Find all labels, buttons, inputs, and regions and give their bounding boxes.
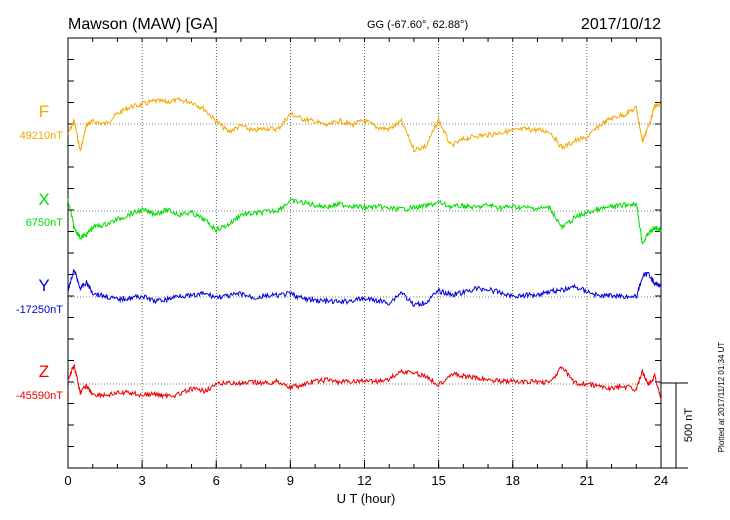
series-labels: F 49210nT X 6750nT Y -17250nT Z -45590nT <box>16 102 63 402</box>
plot-frame <box>67 37 662 469</box>
scale-bar <box>661 382 688 469</box>
x-tick-label: 15 <box>431 473 445 488</box>
series-baseline-x: 6750nT <box>26 217 64 229</box>
series-name-x: X <box>38 190 49 209</box>
series-name-y: Y <box>38 276 49 295</box>
series-line-z <box>67 363 662 400</box>
series-baseline-f: 49210nT <box>20 130 64 142</box>
series-baseline-y: -17250nT <box>16 304 63 316</box>
x-tick-label: 6 <box>213 473 220 488</box>
x-tick-label: 12 <box>357 473 371 488</box>
series-line-x <box>67 198 662 245</box>
x-tick-label: 3 <box>139 473 146 488</box>
grid-lines <box>68 38 661 468</box>
x-tick-label: 24 <box>654 473 668 488</box>
series-line-f <box>67 96 662 153</box>
series-lines <box>67 96 662 400</box>
plotted-at-note: Plotted at 2017/11/12 01:34 UT <box>717 342 726 453</box>
x-tick-label: 21 <box>580 473 594 488</box>
x-axis-label: U T (hour) <box>337 491 396 506</box>
series-name-z: Z <box>39 362 49 381</box>
scale-bar-label: 500 nT <box>683 408 695 443</box>
date-label: 2017/10/12 <box>581 16 661 33</box>
axis-ticks: 0 3 6 9 12 15 18 21 24 <box>64 37 668 488</box>
station-title: Mawson (MAW) [GA] <box>68 16 218 33</box>
coordinates-label: GG (-67.60°, 62.88°) <box>367 19 468 31</box>
x-tick-label: 0 <box>64 473 71 488</box>
x-tick-label: 9 <box>287 473 294 488</box>
x-tick-label: 18 <box>506 473 520 488</box>
series-baseline-z: -45590nT <box>16 390 63 402</box>
series-name-f: F <box>39 102 49 121</box>
series-line-y <box>67 269 662 308</box>
